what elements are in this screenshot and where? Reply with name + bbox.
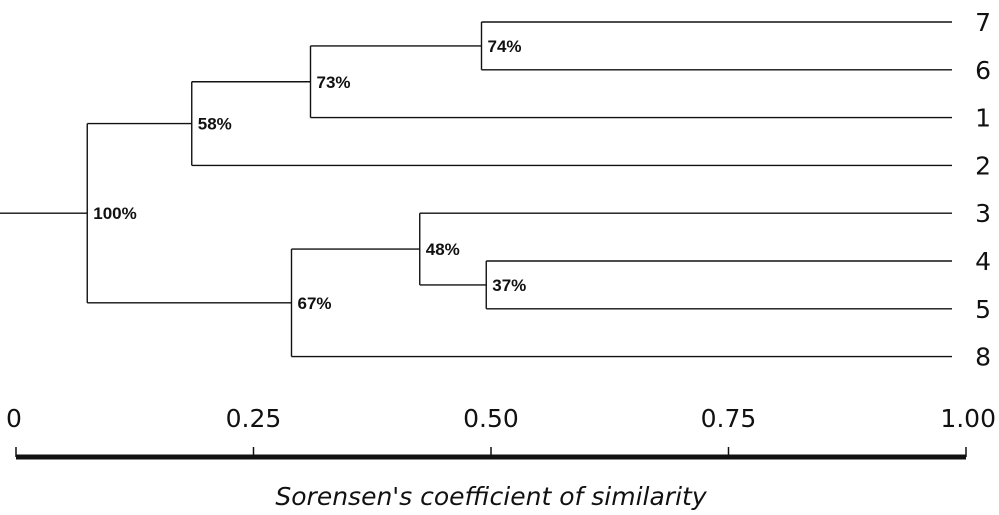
leaf-label-3: 3: [975, 199, 991, 228]
leaf-labels: 7 6 1 2 3 4 5 8: [975, 8, 991, 372]
x-tick-label: 0.75: [701, 404, 757, 433]
cluster-label-c58: 58%: [198, 115, 232, 134]
x-tick-label: 0: [6, 404, 22, 433]
x-tick-label: 0.25: [226, 404, 282, 433]
x-tick-label: 1.00: [940, 404, 996, 433]
leaf-label-7: 7: [975, 8, 991, 37]
cluster-label-c48: 48%: [426, 240, 460, 259]
cluster-label-c73: 73%: [317, 73, 351, 92]
x-axis-title: Sorensen's coefficient of similarity: [275, 482, 707, 511]
leaf-label-5: 5: [975, 295, 991, 324]
leaf-label-6: 6: [975, 56, 991, 85]
cluster-labels: 74% 73% 58% 37% 48% 67% 100%: [93, 37, 526, 313]
leaf-label-2: 2: [975, 151, 991, 180]
cluster-label-c67: 67%: [298, 294, 332, 313]
cluster-label-c100: 100%: [93, 204, 136, 223]
branch-lines: [0, 21, 952, 358]
cluster-label-c37: 37%: [492, 276, 526, 295]
leaf-label-8: 8: [975, 343, 991, 372]
x-tick-label: 0.50: [463, 404, 519, 433]
x-axis: 0 0.25 0.50 0.75 1.00: [6, 404, 996, 460]
leaf-label-1: 1: [975, 104, 991, 133]
leaf-label-4: 4: [975, 247, 991, 276]
cluster-label-c74: 74%: [488, 37, 522, 56]
